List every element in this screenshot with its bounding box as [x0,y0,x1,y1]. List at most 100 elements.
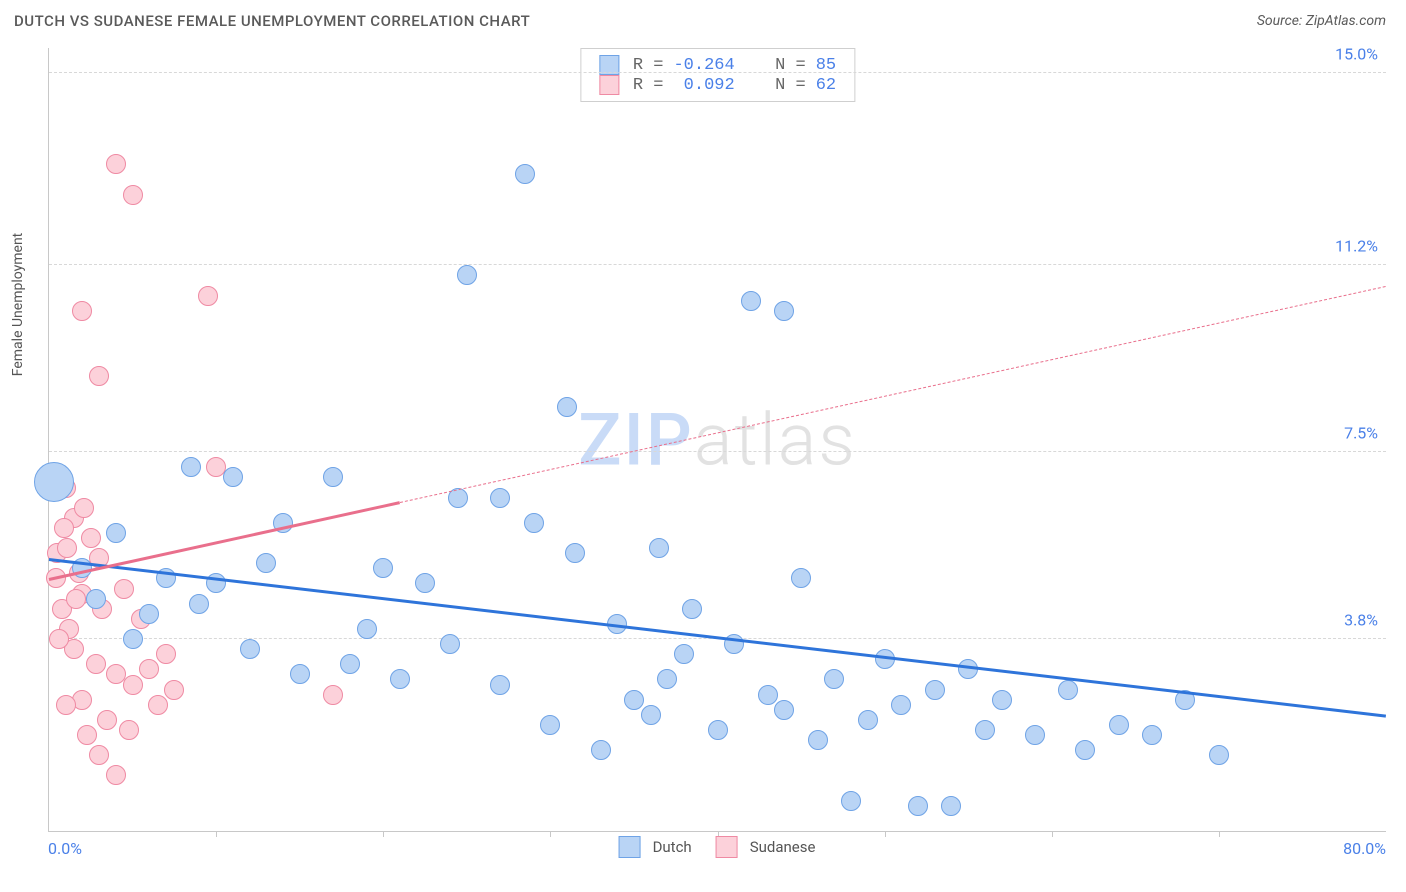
dutch-point [682,599,702,619]
n-value-b: 62 [816,76,836,95]
dutch-point [256,553,276,573]
dutch-point [357,619,377,639]
sudanese-point [106,154,126,174]
series-legend: Dutch Sudanese [619,836,816,858]
trend-line [49,502,401,582]
dutch-point [824,669,844,689]
sudanese-point [106,765,126,785]
chart-title: DUTCH VS SUDANESE FEMALE UNEMPLOYMENT CO… [14,12,530,30]
dutch-point [674,644,694,664]
x-tick [383,831,384,837]
x-tick [885,831,886,837]
chart-area: Female Unemployment ZIPatlas R = -0.264 … [48,48,1386,832]
dutch-point [908,796,928,816]
y-axis-label: Female Unemployment [10,233,26,377]
swatch-sudanese-icon [599,75,619,95]
dutch-point [86,589,106,609]
stats-legend-box: R = -0.264 N = 85 R = 0.092 N = 62 [580,48,855,102]
sudanese-point [56,695,76,715]
sudanese-point [66,589,86,609]
sudanese-point [86,654,106,674]
sudanese-point [74,498,94,518]
dutch-point [1109,715,1129,735]
sudanese-point [164,680,184,700]
x-axis-max-label: 80.0% [1343,839,1386,858]
x-tick [550,831,551,837]
r-label: R = [633,76,664,95]
gridline [49,72,1386,73]
chart-header: DUTCH VS SUDANESE FEMALE UNEMPLOYMENT CO… [0,0,1406,38]
sudanese-point [323,685,343,705]
gridline [49,264,1386,265]
dutch-point [1025,725,1045,745]
r-value-b: 0.092 [673,76,734,95]
dutch-point [1058,680,1078,700]
sudanese-point [81,528,101,548]
dutch-point [34,462,74,502]
watermark-atlas: atlas [694,397,857,482]
sudanese-point [123,185,143,205]
dutch-point [106,523,126,543]
sudanese-point [57,538,77,558]
sudanese-point [97,710,117,730]
dutch-point [123,629,143,649]
dutch-point [440,634,460,654]
legend-swatch-dutch-icon [619,836,641,858]
x-tick [1052,831,1053,837]
sudanese-point [119,720,139,740]
n-label: N = [775,76,806,95]
sudanese-point [49,629,69,649]
dutch-point [189,594,209,614]
dutch-point [774,301,794,321]
stats-row-sudanese: R = 0.092 N = 62 [599,75,836,95]
dutch-point [524,513,544,533]
dutch-point [223,467,243,487]
sudanese-point [148,695,168,715]
sudanese-point [139,659,159,679]
dutch-point [975,720,995,740]
sudanese-point [54,518,74,538]
plot-region: ZIPatlas R = -0.264 N = 85 R = 0.092 N =… [48,48,1386,832]
dutch-point [657,669,677,689]
dutch-point [624,690,644,710]
dutch-point [557,397,577,417]
dutch-point [540,715,560,735]
x-axis-min-label: 0.0% [48,839,82,858]
chart-source: Source: ZipAtlas.com [1257,13,1386,29]
legend-item-dutch: Dutch [619,836,692,858]
y-tick-label: 3.8% [1344,611,1378,630]
dutch-point [1142,725,1162,745]
trend-line [400,285,1386,502]
dutch-point [925,680,945,700]
gridline [49,451,1386,452]
dutch-point [741,291,761,311]
dutch-point [290,664,310,684]
dutch-point [791,568,811,588]
dutch-point [891,695,911,715]
dutch-point [490,675,510,695]
y-tick-label: 11.2% [1335,237,1378,256]
dutch-point [992,690,1012,710]
dutch-point [1075,740,1095,760]
sudanese-point [77,725,97,745]
x-tick [216,831,217,837]
watermark: ZIPatlas [578,397,857,482]
dutch-point [641,705,661,725]
dutch-point [390,669,410,689]
dutch-point [139,604,159,624]
dutch-point [181,457,201,477]
dutch-point [808,730,828,750]
dutch-point [240,639,260,659]
x-tick [1219,831,1220,837]
sudanese-point [123,675,143,695]
sudanese-point [114,579,134,599]
dutch-point [841,791,861,811]
dutch-point [649,538,669,558]
sudanese-point [89,366,109,386]
dutch-point [457,265,477,285]
dutch-point [758,685,778,705]
sudanese-point [198,286,218,306]
dutch-point [941,796,961,816]
dutch-point [858,710,878,730]
dutch-point [591,740,611,760]
